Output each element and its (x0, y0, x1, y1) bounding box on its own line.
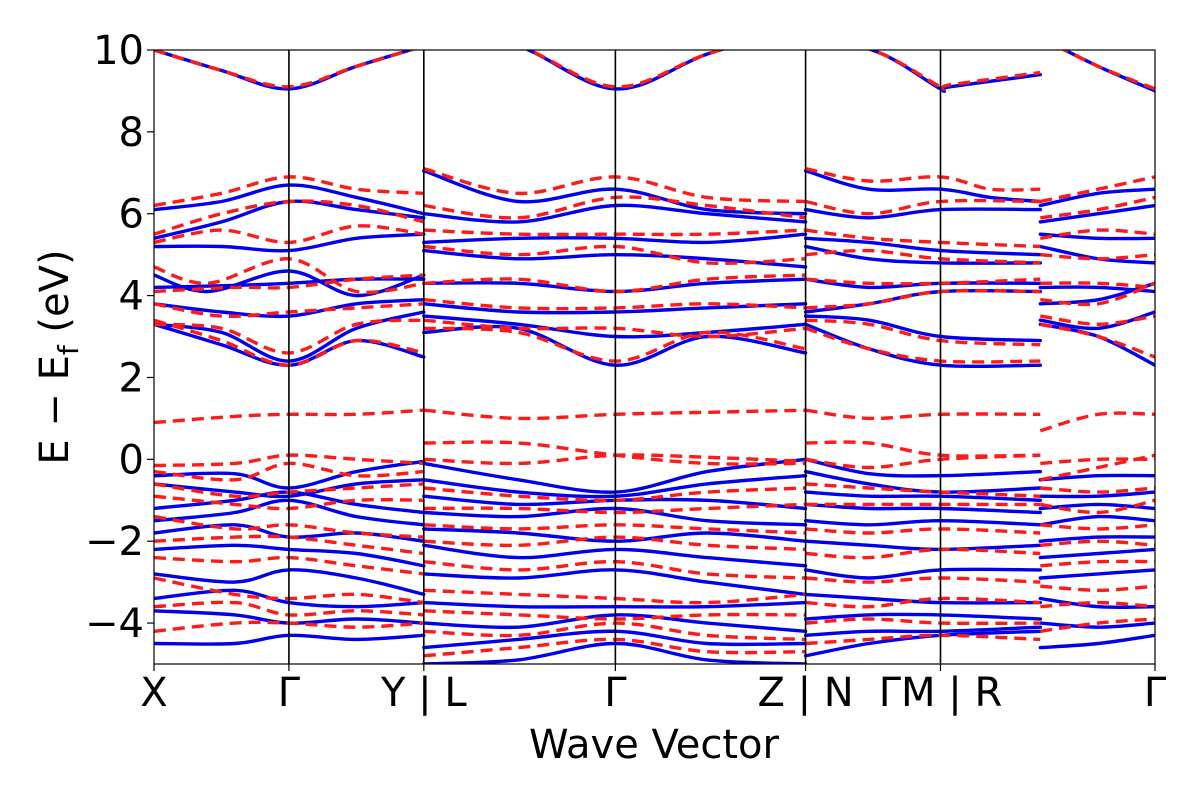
y-axis: −4 −2 0 2 4 6 8 10 (85, 28, 154, 647)
band-line (1040, 253, 1155, 261)
band-line (1040, 314, 1155, 327)
x-tick-label: Γ (278, 670, 301, 716)
band-line (805, 248, 1041, 265)
band-line (805, 527, 1041, 535)
band-line (805, 326, 1041, 364)
band-line (803, 490, 1042, 502)
band-line (1038, 621, 1155, 629)
band-line (803, 518, 1042, 527)
band-line (803, 169, 1042, 204)
y-tick-label: −2 (85, 519, 144, 565)
band-line (1038, 473, 1155, 482)
band-line (805, 228, 1041, 249)
band-line (1040, 584, 1155, 593)
band-line (1040, 228, 1155, 240)
band-line (805, 288, 1041, 310)
band-line (1038, 490, 1155, 499)
band-line (1040, 498, 1155, 515)
band-line (1040, 457, 1155, 466)
band-line (1040, 281, 1155, 290)
x-tick-label: Γ (604, 670, 627, 716)
bands-layer (154, 50, 1155, 664)
band-line (1038, 187, 1155, 208)
band-line (805, 547, 1041, 560)
band-line (1038, 310, 1155, 331)
y-tick-label: 4 (119, 274, 144, 320)
band-line (1038, 232, 1155, 241)
x-tick-label: Z | N (757, 670, 853, 716)
band-line (1040, 539, 1155, 547)
band-line (1038, 322, 1155, 367)
band-line (805, 277, 1041, 286)
band-line (867, 50, 1042, 93)
y-tick-label: −4 (85, 601, 144, 647)
band-line (805, 440, 1041, 458)
y-axis-title-sub: f (52, 344, 85, 355)
band-line (803, 322, 1042, 369)
band-line (1039, 411, 1155, 433)
band-line (1040, 523, 1155, 531)
band-line (1040, 195, 1155, 220)
band-line (1039, 175, 1155, 204)
y-tick-label: 0 (119, 437, 144, 483)
band-line (805, 167, 1041, 192)
band-line (803, 539, 1042, 552)
band-line (1038, 203, 1155, 224)
y-axis-title-main: E − E (32, 355, 78, 465)
y-tick-label: 6 (119, 192, 144, 238)
band-line (803, 314, 1042, 343)
band-line (1038, 514, 1155, 527)
band-line (1040, 486, 1155, 494)
band-line (803, 625, 1042, 637)
band-line (805, 633, 1041, 646)
band-line (803, 207, 1042, 220)
band-line (866, 50, 1041, 91)
band-line (805, 596, 1041, 609)
plot-frame (153, 49, 1156, 665)
band-line (1038, 568, 1155, 580)
band-line (1040, 559, 1155, 568)
x-tick-label: ΓM | R (879, 670, 1003, 716)
y-axis-title-unit: (eV) (32, 249, 78, 345)
band-line (1040, 281, 1155, 307)
band-line (1038, 633, 1155, 650)
band-line (803, 236, 1042, 257)
x-axis: X Γ Y | L Γ Z | N ΓM | R Γ (140, 664, 1167, 716)
band-line (1060, 50, 1155, 91)
band-line (803, 457, 1042, 478)
y-tick-label: 8 (119, 110, 144, 156)
band-line (803, 612, 1042, 621)
band-line (1038, 502, 1155, 511)
x-tick-label: Y | L (380, 670, 467, 716)
band-line (1040, 600, 1155, 609)
band-line (805, 617, 1041, 626)
band-line (803, 502, 1042, 515)
band-line (805, 318, 1041, 347)
y-axis-title: E − Ef (eV) (32, 249, 85, 464)
segment-dividers (288, 50, 942, 664)
band-line (803, 567, 1042, 580)
band-line (1038, 535, 1155, 543)
x-tick-label: X (140, 670, 167, 716)
band-line (803, 277, 1042, 290)
band-line (805, 576, 1041, 584)
band-line (1038, 547, 1155, 560)
band-line (805, 408, 1041, 421)
band-line (805, 453, 1041, 470)
band-line (1039, 322, 1155, 359)
x-axis-title: Wave Vector (529, 722, 780, 768)
y-tick-label: 2 (119, 355, 144, 401)
band-line (1038, 285, 1155, 294)
band-line (803, 629, 1042, 658)
band-line (805, 482, 1041, 498)
band-line (805, 198, 1041, 216)
y-tick-label: 10 (93, 28, 144, 74)
band-line (1040, 617, 1155, 633)
x-tick-label: Γ (1144, 670, 1167, 716)
